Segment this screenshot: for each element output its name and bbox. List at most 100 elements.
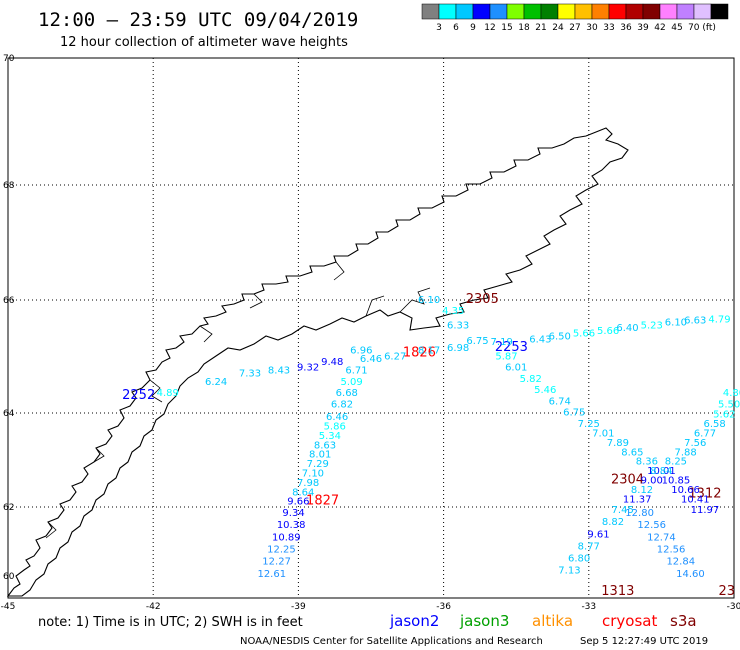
credit-text: NOAA/NESDIS Center for Satellite Applica… [240, 636, 543, 647]
wave-height-49: 6.74 [549, 397, 571, 408]
graticule [8, 58, 734, 598]
wave-height-83: 7.13 [558, 566, 580, 577]
wave-height-53: 7.89 [607, 438, 629, 449]
wave-height-38: 9.66 [287, 497, 309, 508]
color-scale: 3 6 9 12 15 18 21 24 27 30 33 36 39 42 45 70 (ft) [421, 3, 729, 33]
satellite-altika: altika [532, 612, 573, 630]
wave-height-22: 7.33 [239, 368, 261, 379]
wave-height-79: 8.77 [578, 541, 600, 552]
scale-swatch-9 [574, 3, 593, 20]
wave-height-51: 7.25 [578, 419, 600, 430]
scale-swatch-14 [659, 3, 678, 20]
wave-height-25: 6.71 [345, 365, 367, 376]
wave-height-44: 12.61 [257, 569, 286, 580]
wave-height-12: 6.63 [684, 316, 706, 327]
wave-height-24: 4.89 [157, 388, 179, 399]
wave-height-32: 8.63 [314, 440, 336, 451]
wave-height-81: 6.80 [568, 554, 590, 565]
wave-height-71: 8.12 [631, 485, 653, 496]
wave-height-0: 6.10 [418, 295, 440, 306]
scale-swatch-11 [608, 3, 627, 20]
wave-height-14: 6.98 [447, 343, 469, 354]
pass-time-5: 2304 [611, 473, 644, 488]
latitude-labels: 60 62 64 66 68 70 [3, 54, 15, 582]
wave-height-5: 6.43 [529, 334, 551, 345]
wave-height-69: 8.84 [650, 466, 672, 477]
wave-height-80: 12.56 [657, 545, 686, 556]
wave-height-74: 12.80 [625, 508, 654, 519]
wave-height-73: 7.45 [612, 505, 634, 516]
scale-label-14: 45 [671, 23, 682, 33]
scale-label-0: 3 [436, 23, 442, 33]
scale-swatch-16 [693, 3, 712, 20]
wave-height-48: 5.46 [534, 385, 556, 396]
wave-height-58: 10.66 [671, 485, 700, 496]
wave-height-78: 12.74 [647, 532, 676, 543]
wave-height-17: 6.96 [350, 346, 372, 357]
map-subtitle: 12 hour collection of altimeter wave hei… [60, 35, 348, 50]
wave-height-64: 6.58 [704, 419, 726, 430]
wave-height-82: 12.84 [666, 557, 695, 568]
pass-time-8: 23 [718, 584, 735, 599]
pass-time-1: 1826 [403, 346, 436, 361]
lat-label-3: 66 [3, 296, 15, 306]
wave-height-66: 7.56 [684, 438, 706, 449]
scale-swatch-17 [710, 3, 729, 20]
wave-height-37: 8.64 [292, 487, 314, 498]
scale-label-6: 21 [535, 23, 546, 33]
wave-height-29: 6.46 [326, 412, 348, 423]
scale-swatch-13 [642, 3, 661, 20]
wave-height-3: 6.75 [466, 336, 488, 347]
wave-height-52: 7.01 [592, 429, 614, 440]
wave-height-27: 6.68 [336, 388, 358, 399]
wave-height-43: 12.27 [262, 557, 291, 568]
wave-height-77: 9.61 [587, 529, 609, 540]
wave-height-67: 7.88 [674, 447, 696, 458]
wave-height-60: 11.97 [691, 505, 720, 516]
wave-height-34: 7.29 [307, 459, 329, 470]
greenland-coastline [6, 127, 629, 597]
wave-height-36: 7.98 [297, 478, 319, 489]
longitude-labels: -45 -42 -39 -36 -33 -30 [1, 602, 740, 612]
wave-height-31: 5.34 [319, 431, 341, 442]
map-frame [7, 57, 735, 599]
lon-label-1: -42 [146, 602, 161, 612]
wave-height-11: 6.10 [665, 317, 687, 328]
wave-height-35: 7.10 [302, 468, 324, 479]
scale-swatch-4 [489, 3, 508, 20]
wave-height-84: 14.60 [676, 569, 705, 580]
wave-height-39: 9.34 [282, 508, 304, 519]
wave-height-4: 7.19 [491, 337, 513, 348]
scale-swatch-12 [625, 3, 644, 20]
wave-height-50: 6.75 [563, 407, 585, 418]
scale-label-12: 39 [637, 23, 649, 33]
wave-height-57: 10.85 [662, 476, 691, 487]
scale-label-9: 30 [586, 23, 598, 33]
scale-swatch-0 [421, 3, 440, 20]
scale-label-11: 36 [620, 23, 632, 33]
wave-height-16: 6.27 [384, 351, 406, 362]
wave-height-59: 10.41 [681, 494, 710, 505]
lon-label-2: -39 [291, 602, 306, 612]
satellite-jason3: jason3 [459, 612, 509, 630]
scale-label-10: 33 [603, 23, 614, 33]
wave-height-9: 6.40 [616, 323, 638, 334]
satellite-legend: jason2 jason3 altika cryosat s3a [389, 612, 697, 630]
lat-label-1: 62 [3, 503, 14, 513]
wave-height-7: 5.66 [573, 329, 595, 340]
wave-height-68: 8.25 [665, 457, 687, 468]
wave-height-30: 5.86 [324, 421, 346, 432]
satellite-jason2: jason2 [389, 612, 439, 630]
wave-height-1: 4.35 [442, 306, 464, 317]
wave-height-26: 5.09 [341, 377, 363, 388]
wave-height-28: 6.82 [331, 399, 353, 410]
scale-swatch-8 [557, 3, 576, 20]
credit-timestamp: Sep 5 12:27:49 UTC 2019 [580, 636, 708, 647]
lat-label-0: 60 [3, 572, 15, 582]
scale-label-13: 42 [654, 23, 665, 33]
scale-label-5: 18 [518, 23, 530, 33]
wave-height-13: 4.79 [708, 315, 730, 326]
note-text: note: 1) Time is in UTC; 2) SWH is in fe… [38, 615, 303, 630]
scale-label-7: 24 [552, 23, 564, 33]
wave-height-20: 9.32 [297, 363, 319, 374]
